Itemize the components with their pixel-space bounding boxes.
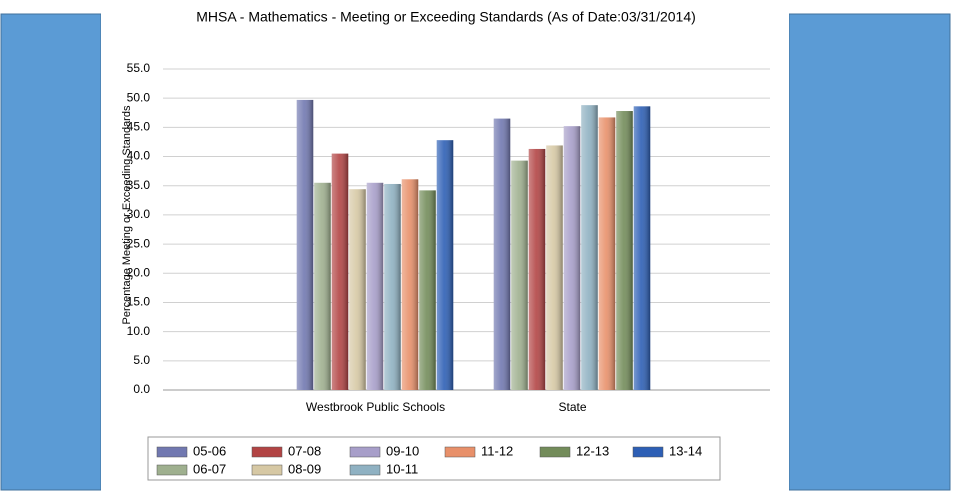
legend-swatch bbox=[349, 464, 381, 476]
y-tick-label: 5.0 bbox=[133, 353, 150, 367]
y-tick-label: 15.0 bbox=[127, 295, 151, 309]
legend-swatch bbox=[444, 446, 476, 458]
y-tick-label: 40.0 bbox=[127, 149, 151, 163]
legend-label: 11-12 bbox=[481, 443, 513, 458]
bar-shade bbox=[314, 182, 331, 390]
x-tick-label: Westbrook Public Schools bbox=[306, 400, 445, 414]
legend-swatch bbox=[251, 446, 283, 458]
y-tick-label: 55.0 bbox=[127, 61, 151, 75]
y-tick-label: 45.0 bbox=[127, 120, 151, 134]
chart-title: MHSA - Mathematics - Meeting or Exceedin… bbox=[196, 9, 696, 25]
bar-shade bbox=[401, 179, 419, 390]
bar-shade bbox=[546, 145, 563, 390]
legend-label: 05-06 bbox=[193, 443, 226, 458]
bar-shade bbox=[581, 105, 598, 390]
bar-shade bbox=[616, 111, 633, 390]
bar-shade bbox=[384, 183, 401, 390]
bar-shade bbox=[296, 99, 314, 390]
y-tick-label: 25.0 bbox=[127, 236, 151, 250]
y-axis-title: Percentage Meeting or Exceeding Standard… bbox=[121, 105, 133, 324]
y-tick-label: 0.0 bbox=[133, 382, 150, 396]
bar-shade bbox=[331, 153, 349, 390]
side-panel bbox=[788, 13, 951, 491]
bar-shade bbox=[511, 160, 528, 390]
bar-shade bbox=[419, 190, 436, 390]
legend-swatch bbox=[156, 446, 188, 458]
legend-label: 13-14 bbox=[669, 443, 702, 458]
x-tick-label: State bbox=[558, 400, 586, 414]
legend-swatch bbox=[156, 464, 188, 476]
y-tick-label: 10.0 bbox=[127, 324, 151, 338]
legend bbox=[147, 436, 721, 481]
bar-shade bbox=[366, 182, 384, 390]
legend-label: 09-10 bbox=[386, 443, 419, 458]
y-tick-label: 30.0 bbox=[127, 207, 151, 221]
legend-swatch bbox=[539, 446, 571, 458]
legend-label: 06-07 bbox=[193, 461, 226, 476]
legend-swatch bbox=[632, 446, 664, 458]
legend-label: 08-09 bbox=[288, 461, 321, 476]
bar-shade bbox=[436, 140, 454, 390]
bar-shade bbox=[563, 126, 581, 391]
y-tick-label: 50.0 bbox=[127, 90, 151, 104]
legend-label: 07-08 bbox=[288, 443, 321, 458]
legend-swatch bbox=[349, 446, 381, 458]
legend-label: 10-11 bbox=[386, 461, 418, 476]
bar-shade bbox=[349, 189, 366, 390]
legend-label: 12-13 bbox=[576, 443, 609, 458]
legend-swatch bbox=[251, 464, 283, 476]
y-tick-label: 20.0 bbox=[127, 265, 151, 279]
bar-shade bbox=[528, 148, 546, 390]
y-tick-label: 35.0 bbox=[127, 178, 151, 192]
bar-shade bbox=[598, 117, 616, 390]
bar-shade bbox=[493, 118, 511, 390]
bar-shade bbox=[633, 106, 651, 391]
side-panel bbox=[0, 13, 102, 491]
